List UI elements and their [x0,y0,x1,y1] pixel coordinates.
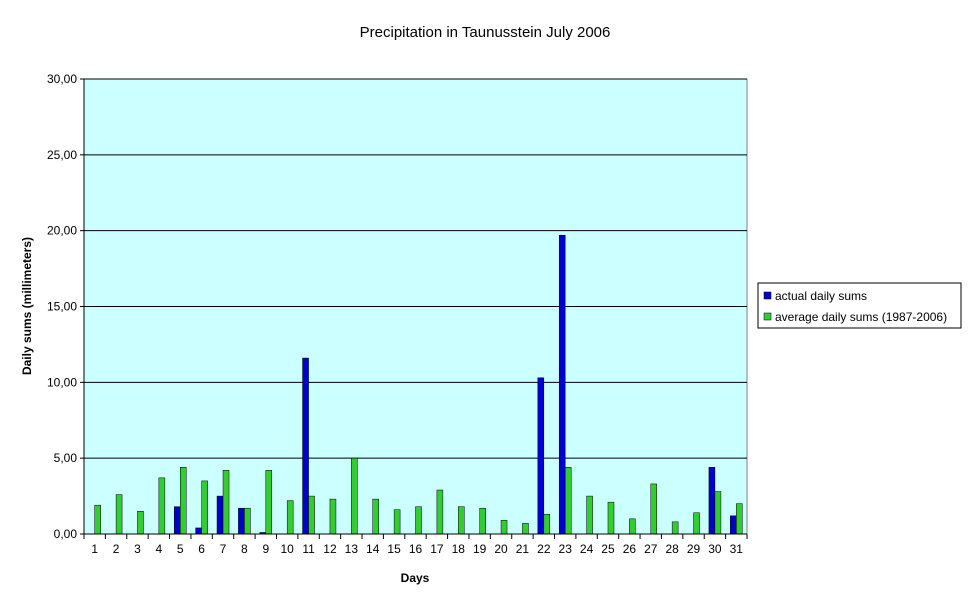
bar-actual-day-30 [708,467,716,535]
x-tick-label: 28 [665,542,679,556]
y-tick-label: 15,00 [47,300,77,314]
y-axis-title: Daily sums (millimeters) [20,237,34,375]
x-axis-ticks: 1 2 3 4 5 6 7 8 9 10 11 12 13 14 15 16 17 18 19 20 21 22 23 24 2… [83,534,748,556]
x-tick-label: 12 [323,542,337,556]
x-tick-label: 8 [241,542,248,556]
bars [94,234,743,535]
legend-label-average: average daily sums (1987-2006) [775,310,947,324]
bar-average-day-9 [265,470,273,535]
bar-average-day-10 [286,500,294,535]
bar-average-day-1 [94,504,101,535]
y-tick-label: 30,00 [47,72,77,86]
bar-actual-day-22 [537,377,545,535]
bar-average-day-31 [736,503,743,535]
bar-average-day-19 [479,507,486,535]
x-tick-label: 16 [409,542,423,556]
bar-average-day-27 [650,483,658,535]
y-tick-label: 10,00 [47,375,77,389]
bar-actual-day-11 [302,357,309,535]
bar-average-day-14 [372,498,379,535]
x-tick-label: 4 [156,542,163,556]
x-tick-label: 25 [601,542,615,556]
x-tick-label: 23 [559,542,573,556]
bar-average-day-30 [714,491,722,535]
bar-average-day-16 [415,506,422,535]
bar-actual-day-6 [195,527,202,535]
x-tick-label: 31 [730,542,744,556]
x-tick-label: 26 [623,542,637,556]
bar-average-day-26 [629,518,636,535]
bar-actual-day-5 [173,506,181,535]
x-tick-label: 24 [580,542,594,556]
bar-average-day-20 [500,520,508,535]
bar-average-day-17 [436,489,444,535]
legend-box [757,282,962,329]
x-tick-label: 3 [134,542,141,556]
x-tick-label: 17 [430,542,444,556]
bar-average-day-18 [458,506,465,535]
bar-average-day-21 [522,523,529,535]
legend: actual daily sums average daily sums (19… [757,282,962,329]
x-tick-label: 13 [345,542,359,556]
x-tick-label: 22 [537,542,551,556]
x-tick-label: 20 [494,542,508,556]
bar-average-day-12 [329,498,337,535]
y-axis-ticks: 0,00 5,00 10,00 15,00 20,00 25,00 30,00 [47,72,84,541]
y-tick-label: 5,00 [54,451,78,465]
bar-actual-day-8 [238,507,245,535]
legend-label-actual: actual daily sums [775,289,867,303]
bar-average-day-11 [308,495,315,535]
bar-average-day-6 [201,480,208,535]
y-tick-label: 0,00 [54,527,78,541]
bar-average-day-8 [244,507,251,535]
bar-average-day-5 [179,467,187,535]
bar-average-day-13 [351,457,358,535]
legend-swatch-average [763,312,772,321]
x-tick-label: 21 [516,542,530,556]
bar-average-day-4 [158,477,166,535]
legend-swatch-actual [763,291,772,300]
x-tick-label: 10 [280,542,294,556]
x-tick-label: 2 [113,542,120,556]
bar-average-day-2 [115,494,123,535]
bar-average-day-15 [393,509,401,535]
x-tick-label: 14 [366,542,380,556]
gridlines [84,78,747,459]
x-tick-label: 27 [644,542,658,556]
bar-average-day-29 [693,512,700,535]
x-tick-label: 30 [708,542,722,556]
x-tick-label: 6 [198,542,205,556]
x-tick-label: 1 [91,542,98,556]
bar-average-day-22 [543,514,551,535]
bar-average-day-28 [671,521,679,535]
bar-actual-day-7 [216,495,224,535]
bar-average-day-7 [222,470,230,535]
x-tick-label: 18 [452,542,466,556]
y-tick-label: 20,00 [47,224,77,238]
x-axis-title: Days [401,571,430,585]
y-tick-label: 25,00 [47,148,77,162]
x-tick-label: 29 [687,542,701,556]
bar-average-day-24 [586,495,593,535]
x-tick-label: 19 [473,542,487,556]
bar-average-day-25 [607,501,615,535]
bar-average-day-23 [564,467,572,535]
bar-average-day-3 [137,511,144,535]
bar-actual-day-23 [558,234,566,535]
x-tick-label: 9 [262,542,269,556]
chart-title: Precipitation in Taunusstein July 2006 [360,24,611,41]
bar-actual-day-31 [730,515,737,535]
x-tick-label: 15 [387,542,401,556]
x-tick-label: 7 [220,542,227,556]
x-tick-label: 11 [302,542,315,556]
x-tick-label: 5 [177,542,184,556]
